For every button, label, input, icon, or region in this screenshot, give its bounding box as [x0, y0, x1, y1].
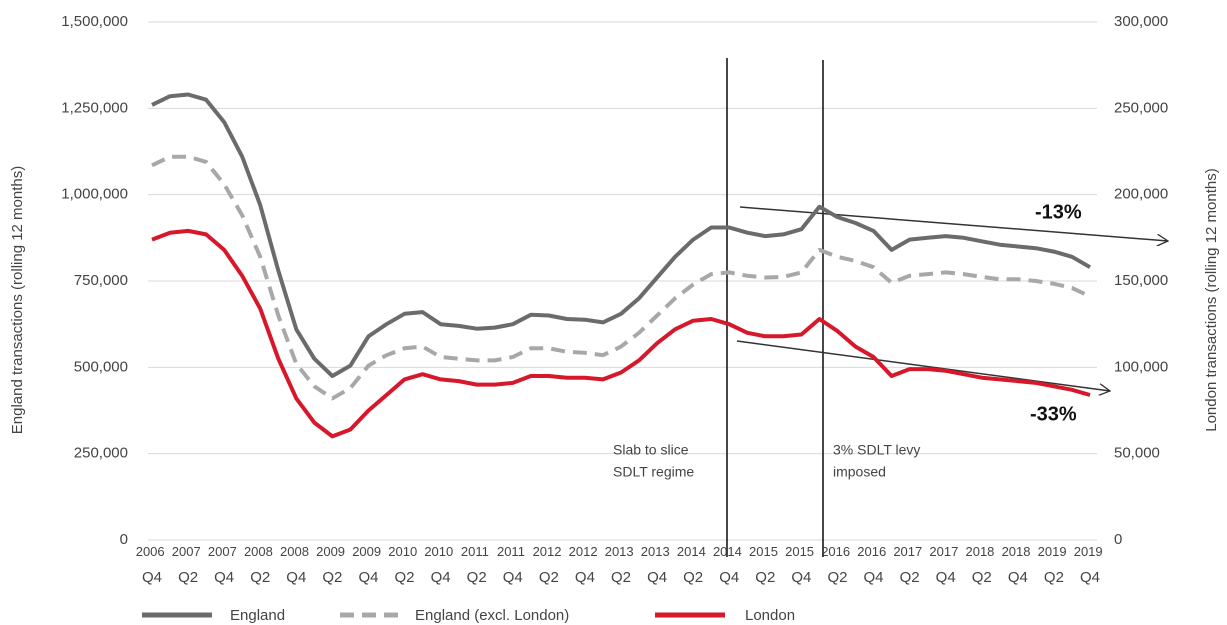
- annotation: Slab to slice: [613, 442, 689, 458]
- x-tick-label: 2008 Q4: [280, 544, 313, 586]
- series-line: [151, 92, 1092, 378]
- x-tick-label: 2010 Q2: [388, 544, 421, 586]
- x-tick-label: 2007 Q2: [172, 544, 205, 586]
- y2-axis-title: London transactions (rolling 12 months): [1203, 168, 1220, 431]
- x-tick-label: 2007 Q4: [208, 544, 241, 586]
- x-tick-label: 2018 Q2: [965, 544, 998, 586]
- x-tick-label: 2017 Q4: [929, 544, 962, 586]
- y-tick-label: 0: [120, 531, 128, 548]
- x-tick-label: 2014 Q4: [713, 544, 746, 586]
- x-tick-label: 2013 Q2: [605, 544, 638, 586]
- trend-arrow: [739, 206, 1168, 241]
- y-tick-label: 500,000: [74, 358, 128, 375]
- y2-tick-label: 150,000: [1114, 272, 1168, 289]
- x-tick-label: 2011 Q2: [461, 544, 493, 586]
- y2-tick-label: 50,000: [1114, 445, 1160, 462]
- legend-label: England (excl. London): [415, 607, 569, 624]
- y2-tick-label: 100,000: [1114, 358, 1168, 375]
- series-line: [151, 154, 1091, 401]
- annotation: SDLT regime: [613, 464, 694, 480]
- trend-label: -13%: [1035, 201, 1082, 223]
- x-tick-label: 2013 Q4: [641, 544, 674, 586]
- x-tick-label: 2016 Q4: [857, 544, 890, 586]
- x-tick-label: 2015 Q4: [785, 544, 818, 586]
- y2-tick-label: 250,000: [1114, 99, 1168, 116]
- legend-label: England: [230, 607, 285, 624]
- x-tick-label: 2014 Q2: [677, 544, 710, 586]
- x-tick-label: 2019 Q2: [1038, 544, 1071, 586]
- y2-tick-label: 0: [1114, 531, 1122, 548]
- x-tick-label: 2018 Q4: [1002, 544, 1035, 586]
- y-tick-label: 1,250,000: [61, 99, 128, 116]
- x-tick-label: 2009 Q4: [352, 544, 385, 586]
- y2-tick-label: 300,000: [1114, 13, 1168, 30]
- x-tick-label: 2012 Q2: [533, 544, 566, 586]
- trend-label: -33%: [1030, 403, 1077, 425]
- legend-label: London: [745, 607, 795, 624]
- x-tick-label: 2016 Q2: [821, 544, 854, 586]
- series-line: [151, 228, 1091, 439]
- y-tick-label: 750,000: [74, 272, 128, 289]
- x-tick-label: 2010 Q4: [424, 544, 457, 586]
- annotation: 3% SDLT levy: [833, 442, 920, 458]
- y2-tick-label: 200,000: [1114, 186, 1168, 203]
- x-tick-label: 2019 Q4: [1074, 544, 1107, 586]
- annotation: imposed: [833, 464, 886, 480]
- trend-arrow: [736, 340, 1110, 391]
- x-tick-label: 2006 Q4: [136, 544, 169, 586]
- x-tick-label: 2009 Q2: [316, 544, 349, 586]
- x-tick-label: 2012 Q4: [569, 544, 602, 586]
- x-tick-label: 2011 Q4: [497, 544, 529, 586]
- x-tick-label: 2015 Q2: [749, 544, 782, 586]
- x-tick-label: 2008 Q2: [244, 544, 277, 586]
- y-tick-label: 250,000: [74, 445, 128, 462]
- y-tick-label: 1,500,000: [61, 13, 128, 30]
- y-tick-label: 1,000,000: [61, 186, 128, 203]
- x-tick-label: 2017 Q2: [893, 544, 926, 586]
- y-axis-title: England transactions (rolling 12 months): [9, 166, 26, 434]
